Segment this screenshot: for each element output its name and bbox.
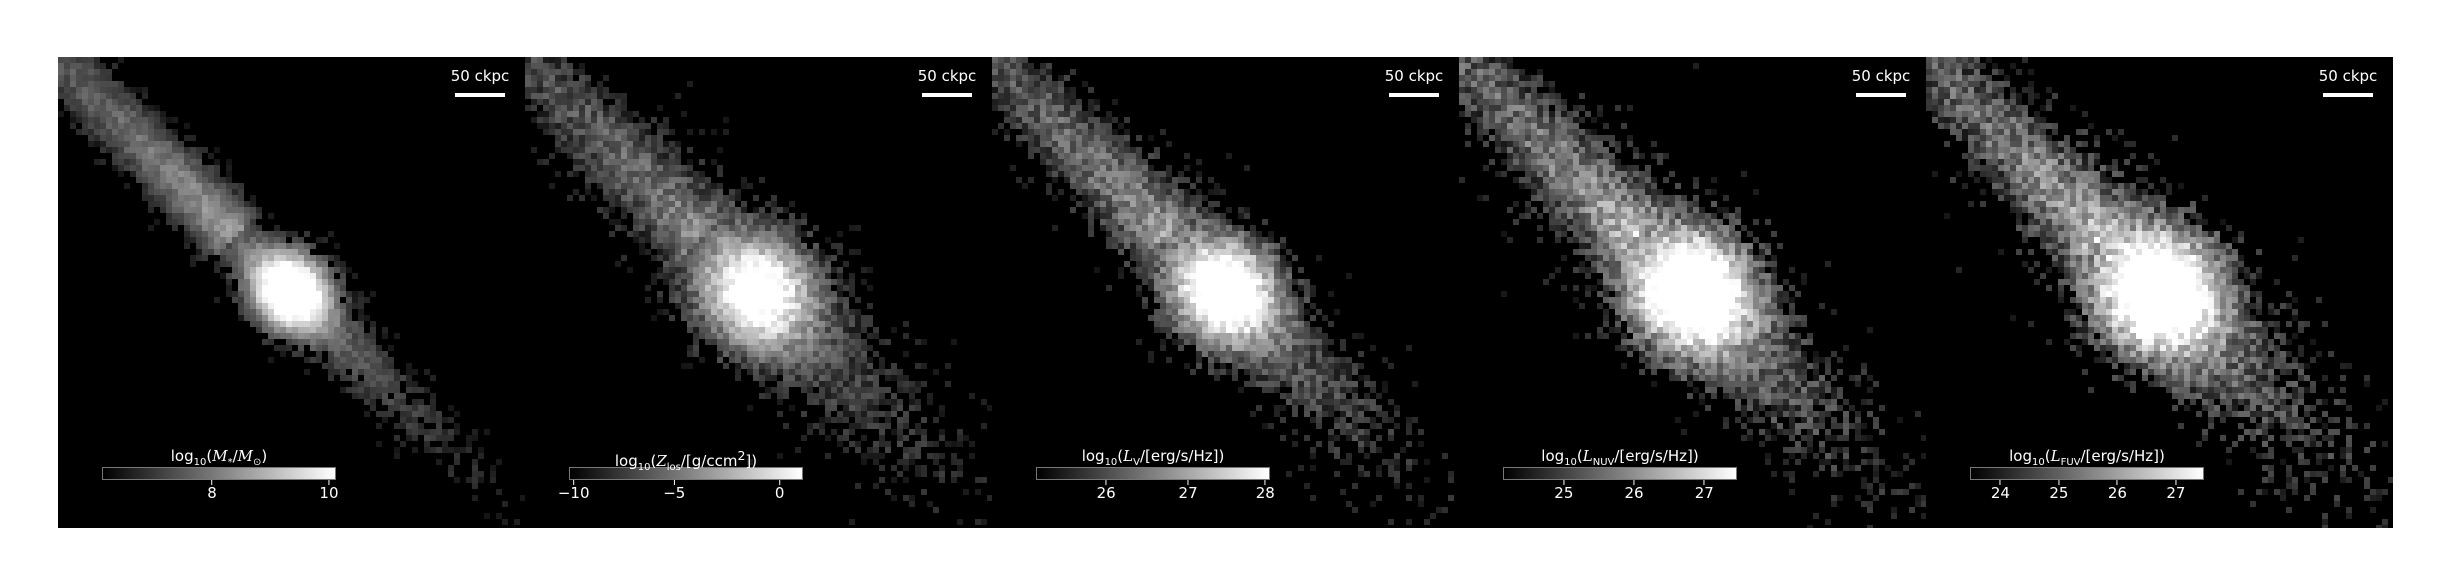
tick-mark xyxy=(779,480,781,485)
colorbar-tick: 28 xyxy=(1256,480,1275,502)
tick-mark xyxy=(573,480,575,485)
galaxy-image xyxy=(1459,57,1926,528)
scalebar: 50 ckpc xyxy=(1383,67,1445,97)
tick-label: 27 xyxy=(1694,484,1714,502)
tick-mark xyxy=(1563,480,1565,485)
colorbar-tick: 27 xyxy=(1179,480,1198,502)
colorbar: log10(M*/M⊙) 8 10 xyxy=(102,447,339,502)
colorbar-label: log10(LV/[erg/s/Hz]) xyxy=(1081,447,1225,468)
galaxy-image xyxy=(58,57,525,528)
colorbar-ticks: 26 27 28 xyxy=(1036,480,1275,502)
colorbar-tick: −10 xyxy=(558,480,590,502)
scalebar-label: 50 ckpc xyxy=(450,67,510,85)
tick-label: −5 xyxy=(663,484,686,502)
colorbar-gradient xyxy=(102,467,336,480)
colorbar-tick: 0 xyxy=(774,480,785,502)
colorbar-gradient xyxy=(1036,467,1270,480)
scalebar: 50 ckpc xyxy=(449,67,511,97)
figure: 50 ckpc log10(M*/M⊙) 8 10 50 ckpc log10(Zlos/… xyxy=(58,57,2393,528)
colorbar-tick: 27 xyxy=(1695,480,1714,502)
colorbar: log10(Zlos/[g/ccm2]) −10 −5 0 xyxy=(558,447,803,502)
tick-label: 24 xyxy=(1990,484,2010,502)
colorbar-label: log10(Zlos/[g/ccm2]) xyxy=(614,448,758,473)
scalebar-label: 50 ckpc xyxy=(1851,67,1911,85)
colorbar: log10(LFUV/[erg/s/Hz]) 24 25 26 27 xyxy=(1970,447,2204,502)
colorbar-ticks: −10 −5 0 xyxy=(558,480,803,502)
galaxy-image xyxy=(992,57,1459,528)
scalebar-label: 50 ckpc xyxy=(917,67,977,85)
tick-label: 10 xyxy=(319,484,339,502)
scalebar-line xyxy=(1389,93,1439,97)
panel-metallicity: 50 ckpc log10(Zlos/[g/ccm2]) −10 −5 0 xyxy=(525,57,992,528)
tick-label: 26 xyxy=(1624,484,1644,502)
tick-mark xyxy=(673,480,675,485)
scalebar-label: 50 ckpc xyxy=(1384,67,1444,85)
panel-luminosity-v: 50 ckpc log10(LV/[erg/s/Hz]) 26 27 28 xyxy=(992,57,1459,528)
colorbar-ticks: 25 26 27 xyxy=(1503,480,1737,502)
colorbar-tick: 26 xyxy=(1624,480,1644,502)
tick-mark xyxy=(1703,480,1705,485)
tick-label: −10 xyxy=(557,484,590,502)
colorbar-tick: 25 xyxy=(1554,480,1573,502)
galaxy-image xyxy=(525,57,992,528)
tick-mark xyxy=(1105,480,1107,485)
scalebar: 50 ckpc xyxy=(2317,67,2379,97)
tick-label: 25 xyxy=(2049,484,2069,502)
colorbar-label: log10(LFUV/[erg/s/Hz]) xyxy=(2009,447,2165,468)
tick-label: 28 xyxy=(1255,484,1275,502)
tick-label: 27 xyxy=(1178,484,1198,502)
colorbar: log10(LNUV/[erg/s/Hz]) 25 26 27 xyxy=(1503,447,1737,502)
scalebar-line xyxy=(922,93,972,97)
colorbar-tick: 25 xyxy=(2049,480,2068,502)
colorbar-ticks: 24 25 26 27 xyxy=(1970,480,2204,502)
colorbar-tick: 26 xyxy=(1097,480,1116,502)
colorbar-tick: 10 xyxy=(319,480,339,502)
tick-label: 27 xyxy=(2166,484,2186,502)
panel-stellar-mass: 50 ckpc log10(M*/M⊙) 8 10 xyxy=(58,57,525,528)
panel-luminosity-fuv: 50 ckpc log10(LFUV/[erg/s/Hz]) 24 25 26 27 xyxy=(1926,57,2393,528)
colorbar-tick: 27 xyxy=(2166,480,2185,502)
tick-mark xyxy=(1264,480,1266,485)
galaxy-image xyxy=(1926,57,2393,528)
tick-mark xyxy=(1999,480,2001,485)
scalebar-line xyxy=(1856,93,1906,97)
tick-mark xyxy=(2175,480,2177,485)
colorbar-label: log10(M*/M⊙) xyxy=(170,447,268,468)
tick-mark xyxy=(1633,480,1635,485)
colorbar-tick: 8 xyxy=(207,480,217,502)
tick-label: 8 xyxy=(207,484,217,502)
scalebar-line xyxy=(455,93,505,97)
colorbar-label: log10(LNUV/[erg/s/Hz]) xyxy=(1541,447,1699,468)
colorbar-tick: 24 xyxy=(1991,480,2010,502)
tick-label: 25 xyxy=(1554,484,1574,502)
scalebar-label: 50 ckpc xyxy=(2318,67,2378,85)
colorbar: log10(LV/[erg/s/Hz]) 26 27 28 xyxy=(1036,447,1275,502)
colorbar-ticks: 8 10 xyxy=(102,480,339,502)
panel-luminosity-nuv: 50 ckpc log10(LNUV/[erg/s/Hz]) 25 26 27 xyxy=(1459,57,1926,528)
scalebar: 50 ckpc xyxy=(916,67,978,97)
colorbar-gradient xyxy=(569,467,803,480)
tick-label: 26 xyxy=(1096,484,1116,502)
scalebar-line xyxy=(2323,93,2373,97)
colorbar-tick: −5 xyxy=(663,480,685,502)
tick-mark xyxy=(1187,480,1189,485)
colorbar-gradient xyxy=(1503,467,1737,480)
scalebar: 50 ckpc xyxy=(1850,67,1912,97)
tick-mark xyxy=(211,480,213,485)
tick-mark xyxy=(2116,480,2118,485)
colorbar-gradient xyxy=(1970,467,2204,480)
tick-label: 0 xyxy=(774,484,785,502)
tick-mark xyxy=(328,480,330,485)
colorbar-tick: 26 xyxy=(2108,480,2127,502)
tick-mark xyxy=(2058,480,2060,485)
tick-label: 26 xyxy=(2107,484,2127,502)
